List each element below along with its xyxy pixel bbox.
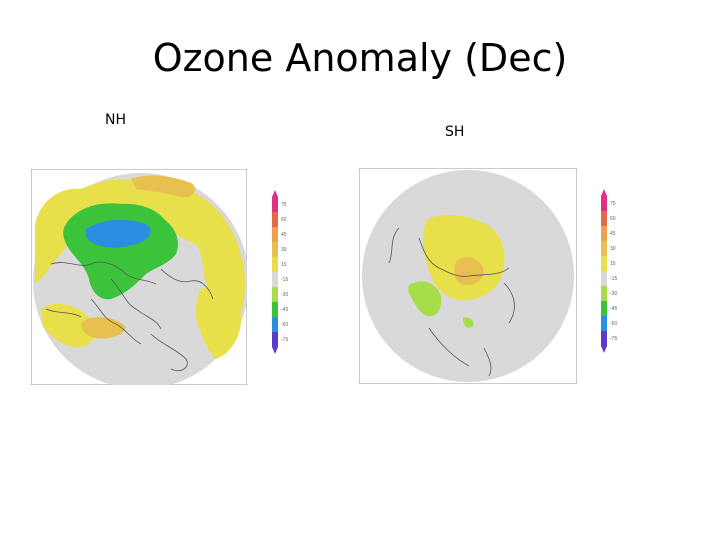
colorbar-segment — [601, 301, 607, 316]
colorbar-segment — [601, 196, 607, 211]
colorbar-arrow-top — [272, 190, 278, 197]
colorbar-arrow-bottom — [272, 347, 278, 354]
colorbar-tick-label: -45 — [281, 307, 288, 313]
colorbar-tick-label: 30 — [610, 246, 616, 252]
colorbar-tick-label: 30 — [281, 247, 287, 253]
colorbar-tick-label: 45 — [281, 232, 287, 238]
colorbar-segment — [272, 257, 278, 272]
colorbar-segment — [601, 256, 607, 271]
colorbar-tick-label: -60 — [610, 321, 617, 327]
colorbar-segment — [601, 316, 607, 331]
colorbar-segment — [601, 226, 607, 241]
nh-label: NH — [105, 112, 126, 128]
page-title: Ozone Anomaly (Dec) — [152, 36, 568, 80]
colorbar-tick-label: -75 — [610, 336, 617, 342]
colorbar-segment — [272, 272, 278, 287]
colorbar-tick-label: -15 — [610, 276, 617, 282]
colorbar-tick-label: 15 — [281, 262, 287, 268]
nh-colorbar-svg: 75 60 45 30 15 -15 -30 -45 -60 -75 — [272, 190, 288, 354]
colorbar-tick-label: 60 — [281, 217, 287, 223]
colorbar-segment — [272, 332, 278, 347]
colorbar-segment — [272, 287, 278, 302]
colorbar-tick-label: 75 — [610, 201, 616, 207]
colorbar-tick-label: 60 — [610, 216, 616, 222]
colorbar-segment — [601, 241, 607, 256]
colorbar-tick-label: -15 — [281, 277, 288, 283]
colorbar-segment — [601, 271, 607, 286]
colorbar-segment — [272, 212, 278, 227]
sh-ozone-map — [359, 168, 577, 384]
colorbar-segment — [601, 331, 607, 346]
colorbar-segment — [272, 317, 278, 332]
colorbar-tick-label: -30 — [281, 292, 288, 298]
colorbar-arrow-bottom — [601, 346, 607, 353]
colorbar-segment — [272, 302, 278, 317]
colorbar-tick-label: -30 — [610, 291, 617, 297]
colorbar-tick-label: -75 — [281, 337, 288, 343]
colorbar-tick-label: 45 — [610, 231, 616, 237]
colorbar-segment — [272, 242, 278, 257]
colorbar-tick-label: -45 — [610, 306, 617, 312]
sh-label: SH — [445, 124, 465, 140]
colorbar-segment — [272, 197, 278, 212]
colorbar-segment — [601, 211, 607, 226]
colorbar-segment — [601, 286, 607, 301]
sh-colorbar-svg: 75 60 45 30 15 -15 -30 -45 -60 -75 — [601, 189, 617, 353]
nh-ozone-map — [31, 169, 247, 385]
colorbar-tick-label: -60 — [281, 322, 288, 328]
colorbar-segment — [272, 227, 278, 242]
colorbar-tick-label: 15 — [610, 261, 616, 267]
colorbar-arrow-top — [601, 189, 607, 196]
sh-colorbar: 75 60 45 30 15 -15 -30 -45 -60 -75 — [597, 188, 627, 358]
nh-colorbar: 75 60 45 30 15 -15 -30 -45 -60 -75 — [268, 189, 298, 359]
colorbar-tick-label: 75 — [281, 202, 287, 208]
